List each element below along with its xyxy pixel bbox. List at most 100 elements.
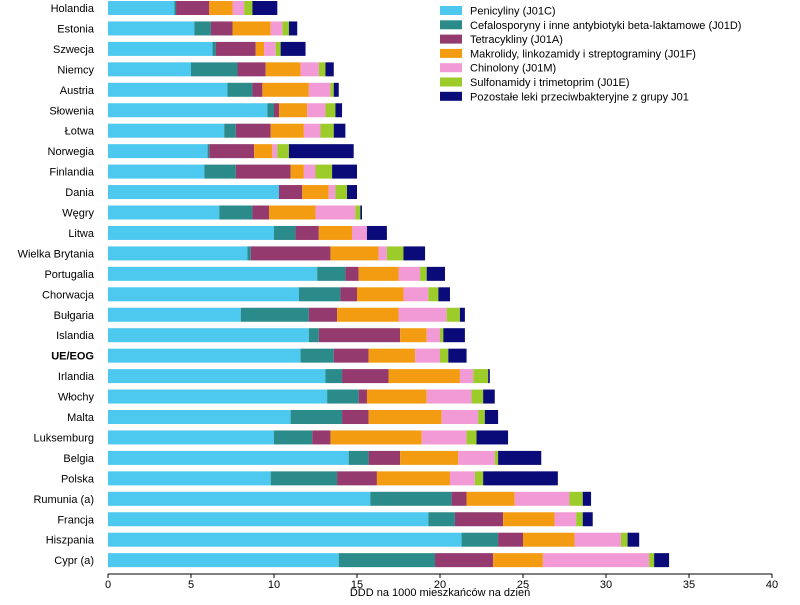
bar-segment-cypr-a-s3: [435, 553, 494, 568]
bar-segment-islandia-s5: [426, 328, 440, 343]
legend-label-s4: Makrolidy, linkozamidy i streptograminy …: [470, 48, 696, 60]
bar-segment-luksemburg-s3: [312, 430, 331, 445]
bar-segment-finlandia-s4: [290, 164, 304, 179]
bar-segment-rumunia-a-s7: [582, 491, 592, 506]
category-label-litwa: Litwa: [68, 228, 95, 240]
bar-segment-bulgaria-s4: [337, 307, 399, 322]
bar-segment-slowenia-s1: [108, 103, 268, 118]
bar-segment-luksemburg-s1: [108, 430, 274, 445]
bar-segment-polska-s3: [337, 471, 377, 486]
bar-segment-norwegia-s1: [108, 144, 208, 159]
bar-segment-estonia-s6: [282, 21, 289, 36]
category-label-szwecja: Szwecja: [53, 44, 95, 56]
bar-segment-ue-eog-s2: [300, 348, 334, 363]
bar-segment-polska-s2: [270, 471, 338, 486]
bar-segment-islandia-s6: [440, 328, 444, 343]
bar-segment-irlandia-s2: [325, 369, 343, 384]
bar-segment-islandia-s7: [443, 328, 465, 343]
bar-segment-holandia-s5: [232, 1, 245, 15]
bar-segment-rumunia-a-s4: [466, 491, 515, 506]
bar-segment-niemcy-s7: [325, 62, 334, 77]
bar-segment-chorwacja-s6: [428, 287, 439, 302]
bar-segment-wlochy-s6: [471, 389, 484, 404]
bar-segment-austria-s2: [227, 82, 253, 97]
bar-segment-polska-s7: [483, 471, 558, 486]
bar-segment-polska-s5: [449, 471, 475, 486]
category-label-holandia: Holandia: [51, 3, 95, 15]
legend-label-s3: Tetracykliny (J01A): [470, 34, 563, 46]
bar-segment-wielka-brytania-s5: [378, 246, 387, 261]
category-label-estonia: Estonia: [57, 23, 95, 35]
x-tick-label: 0: [105, 579, 111, 591]
bar-segment-lotwa-s5: [303, 123, 321, 138]
bar-segment-belgia-s3: [368, 450, 401, 465]
bar-segment-slowenia-s5: [307, 103, 326, 118]
bar-segment-lotwa-s1: [108, 123, 225, 138]
x-ticks: 0 5 10 15 20 25 30 35 40: [105, 574, 778, 591]
bar-segment-malta-s5: [441, 410, 479, 424]
bar-segment-portugalia-s7: [426, 266, 445, 281]
bar-segment-bulgaria-s2: [240, 307, 309, 322]
bar-segment-ue-eog-s5: [415, 348, 440, 363]
bar-segment-wegry-s4: [269, 205, 316, 220]
bar-segment-austria-s3: [252, 82, 263, 97]
bar-segment-litwa-s7: [366, 225, 387, 240]
x-tick-label: 40: [766, 579, 778, 591]
legend-swatch-s4: [440, 48, 462, 58]
bar-segment-niemcy-s4: [265, 62, 301, 77]
bar-segment-estonia-s1: [108, 21, 195, 36]
bar-segment-rumunia-a-s2: [370, 491, 452, 506]
bar-segment-hiszpania-s4: [523, 532, 575, 547]
legend-label-s2: Cefalosporyny i inne antybiotyki beta-la…: [470, 20, 741, 32]
bar-segment-francja-s2: [428, 512, 455, 527]
bar-segment-chorwacja-s5: [403, 287, 429, 302]
bars-layer: [108, 1, 670, 568]
bar-segment-niemcy-s6: [318, 62, 326, 77]
category-label-austria: Austria: [60, 85, 95, 97]
x-axis-title: DDD na 1000 mieszkańców na dzień: [350, 587, 530, 599]
bar-segment-slowenia-s6: [325, 103, 336, 118]
bar-segment-finlandia-s1: [108, 164, 205, 179]
bar-segment-francja-s6: [576, 512, 583, 527]
bar-segment-estonia-s2: [194, 21, 211, 36]
category-label-portugalia: Portugalia: [44, 269, 94, 281]
bar-segment-norwegia-s3: [209, 144, 255, 159]
bar-segment-francja-s7: [582, 512, 593, 527]
bar-segment-hiszpania-s2: [461, 532, 499, 547]
bar-segment-lotwa-s3: [235, 123, 271, 138]
bar-segment-polska-s6: [474, 471, 484, 486]
bar-segment-niemcy-s3: [237, 62, 266, 77]
legend-swatch-s5: [440, 63, 462, 73]
category-label-dania: Dania: [65, 187, 95, 199]
bar-segment-rumunia-a-s1: [108, 491, 371, 506]
bar-segment-wielka-brytania-s1: [108, 246, 248, 261]
bar-segment-wegry-s6: [355, 205, 361, 220]
bar-segment-wielka-brytania-s2: [247, 246, 251, 261]
bar-segment-irlandia-s4: [388, 369, 460, 384]
bar-segment-austria-s5: [308, 82, 331, 97]
bar-segment-belgia-s7: [498, 450, 542, 465]
bar-segment-islandia-s4: [400, 328, 427, 343]
category-label-ue-eog: UE/EOG: [51, 351, 94, 363]
bar-segment-estonia-s3: [210, 21, 233, 36]
x-tick-label: 10: [268, 579, 280, 591]
bar-segment-irlandia-s3: [342, 369, 389, 384]
bar-segment-austria-s6: [330, 82, 334, 97]
bar-segment-portugalia-s6: [420, 266, 427, 281]
bar-segment-francja-s5: [554, 512, 577, 527]
bar-segment-hiszpania-s5: [574, 532, 621, 547]
category-label-wielka-brytania: Wielka Brytania: [18, 248, 95, 260]
bar-segment-hiszpania-s6: [620, 532, 628, 547]
bar-segment-estonia-s4: [232, 21, 271, 36]
category-label-chorwacja: Chorwacja: [42, 289, 95, 301]
bar-segment-niemcy-s5: [300, 62, 319, 77]
bar-segment-slowenia-s2: [267, 103, 274, 118]
bar-segment-portugalia-s3: [345, 266, 359, 281]
bar-segment-litwa-s5: [352, 225, 367, 240]
bar-segment-dania-s1: [108, 185, 279, 200]
bar-segment-hiszpania-s3: [498, 532, 523, 547]
bar-segment-finlandia-s5: [303, 164, 316, 179]
bar-segment-estonia-s5: [270, 21, 283, 36]
legend-swatch-s2: [440, 20, 462, 30]
